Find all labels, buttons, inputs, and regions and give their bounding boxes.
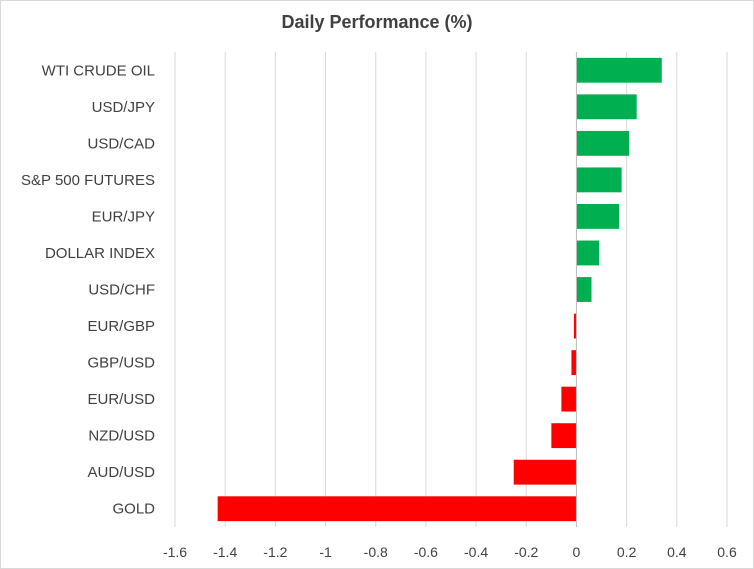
bar — [573, 313, 577, 339]
category-label: GBP/USD — [87, 355, 155, 372]
bar — [561, 386, 577, 412]
chart-title: Daily Performance (%) — [281, 12, 473, 32]
x-tick-label: 0.2 — [617, 544, 637, 560]
x-tick-label: 0.6 — [717, 544, 737, 560]
x-tick-label: 0 — [573, 544, 581, 560]
bar — [576, 130, 630, 156]
category-label: EUR/JPY — [92, 208, 155, 225]
category-label: AUD/USD — [87, 464, 155, 481]
category-label: USD/JPY — [92, 99, 155, 116]
x-tick-label: 0.4 — [667, 544, 687, 560]
bar — [576, 167, 622, 193]
bar — [576, 277, 592, 302]
category-label: USD/CAD — [87, 135, 155, 152]
x-tick-label: -0.6 — [414, 544, 438, 560]
bar — [576, 94, 637, 120]
category-label: EUR/GBP — [87, 318, 155, 335]
x-tick-label: -1.4 — [213, 544, 237, 560]
x-tick-label: -1 — [319, 544, 332, 560]
category-label: WTI CRUDE OIL — [42, 62, 155, 79]
x-tick-label: -0.4 — [464, 544, 488, 560]
x-tick-label: -1.2 — [263, 544, 287, 560]
category-label: GOLD — [112, 501, 155, 518]
bar — [513, 459, 577, 485]
x-tick-label: -0.2 — [514, 544, 538, 560]
category-label: EUR/USD — [87, 391, 155, 408]
category-label: NZD/USD — [88, 428, 155, 445]
bar — [576, 240, 600, 266]
category-label: S&P 500 FUTURES — [21, 172, 155, 189]
bar — [551, 423, 577, 449]
bar — [217, 496, 577, 522]
category-label: USD/CHF — [88, 282, 155, 299]
category-label: DOLLAR INDEX — [45, 245, 155, 262]
x-tick-label: -0.8 — [364, 544, 388, 560]
x-tick-label: -1.6 — [163, 544, 187, 560]
bar — [576, 57, 662, 83]
bar — [576, 204, 620, 229]
bar — [571, 350, 577, 375]
